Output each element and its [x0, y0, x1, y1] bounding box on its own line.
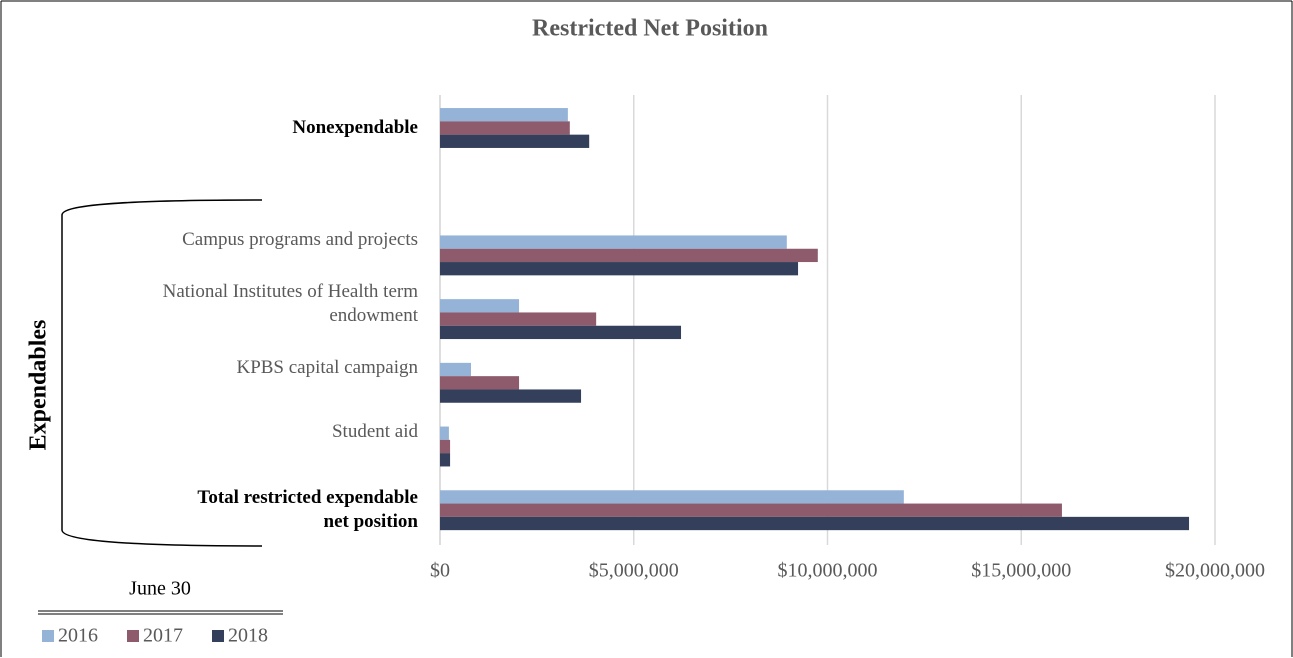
bar	[440, 516, 1190, 531]
bar	[440, 312, 597, 326]
y-tick-label: Campus programs and projects	[182, 229, 418, 251]
bracket	[61, 199, 263, 547]
chart-title: Restricted Net Position	[532, 16, 768, 42]
x-tick-label: $10,000,000	[778, 560, 878, 582]
bar	[440, 325, 682, 340]
legend-title: June 30	[129, 578, 191, 600]
y-tick-label: Nonexpendable	[292, 117, 418, 138]
bar	[440, 376, 520, 390]
y-tick-label: National Institutes of Health term endow…	[162, 281, 418, 327]
bar	[440, 108, 568, 122]
bar	[440, 503, 1062, 517]
bar	[440, 362, 471, 377]
x-tick-label: $20,000,000	[1165, 560, 1265, 582]
legend-swatch	[127, 630, 139, 642]
bar	[440, 389, 582, 403]
bar	[440, 134, 590, 148]
bar	[440, 426, 449, 440]
bar	[440, 490, 904, 504]
group-label: Expendables	[26, 320, 52, 451]
bar	[440, 235, 787, 249]
y-tick-label: Student aid	[331, 420, 418, 442]
y-tick-label: KPBS capital campaign	[236, 356, 418, 378]
legend-label: 2018	[228, 625, 268, 647]
bar	[440, 262, 799, 276]
y-tick-label: Total restricted expendable net position	[197, 487, 418, 533]
legend-label: 2016	[58, 625, 98, 647]
x-tick-label: $5,000,000	[589, 560, 679, 582]
legend-label: 2017	[143, 625, 183, 647]
bar	[440, 248, 818, 263]
x-tick-label: $0	[430, 560, 450, 582]
x-tick-label: $15,000,000	[971, 560, 1071, 582]
legend-swatch	[42, 630, 54, 642]
legend-swatch	[212, 630, 224, 642]
bar	[440, 299, 520, 313]
bar	[440, 121, 570, 135]
bar	[440, 439, 451, 454]
bar	[440, 453, 451, 467]
